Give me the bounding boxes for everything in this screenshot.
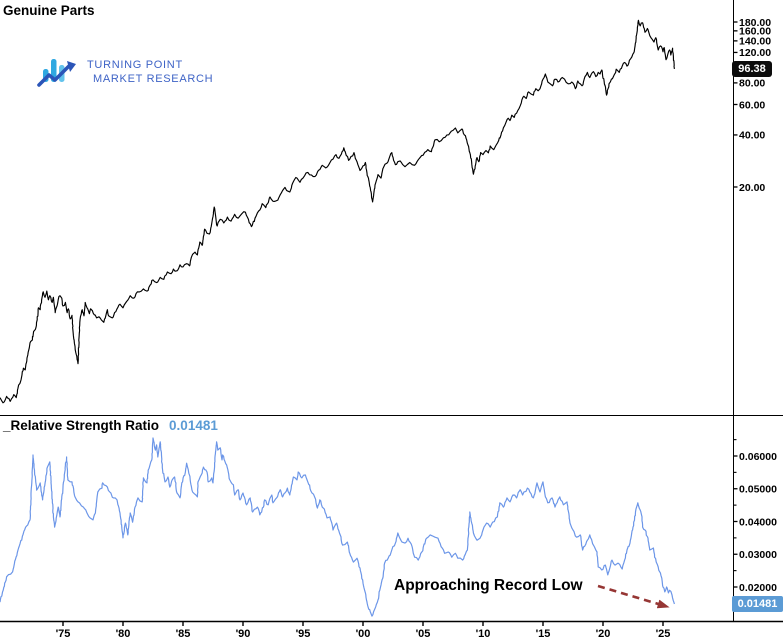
ratio-current-value: 0.01481 [169,418,218,433]
ratio-y-tick-label: 0.03000 [739,549,777,561]
ratio-y-tick-label: 0.05000 [739,484,777,496]
last-price-badge: 96.38 [732,61,772,77]
price-y-tick-label: 140.00 [739,36,771,48]
price-y-tick-label: 40.00 [739,130,765,142]
x-axis: '75 '80 '85 '90 '95 '00 '05 '10 '15 '20 '25 [56,621,671,639]
bar-chart-arrow-icon [37,59,76,87]
x-tick-label: '20 [596,628,611,639]
x-tick-label: '75 [56,628,71,639]
x-tick-label: '25 [656,628,671,639]
brand-name-line2: MARKET RESEARCH [93,73,214,85]
price-y-axis: 180.00160.00140.00120.00100.0080.0060.00… [733,17,771,194]
ratio-y-axis: 0.06000 0.05000 0.04000 0.03000 0.02000 [733,439,777,604]
ratio-y-tick-label: 0.02000 [739,582,777,594]
price-y-tick-label: 60.00 [739,99,765,111]
price-y-tick-label: 80.00 [739,78,765,90]
ratio-series-line [0,437,675,617]
price-series-line [0,19,675,404]
x-tick-label: '95 [296,628,311,639]
record-low-arrow [597,584,670,609]
price-y-tick-label: 20.00 [739,182,765,194]
brand-logo: TURNING POINT MARKET RESEARCH [36,52,213,92]
brand-name-line1: TURNING POINT [87,59,183,71]
x-tick-label: '05 [416,628,431,639]
ratio-y-tick-label: 0.04000 [739,516,777,528]
page-title: Genuine Parts [3,3,95,18]
ratio-title-text: _Relative Strength Ratio [3,418,160,433]
ratio-value-badge: 0.01481 [732,596,783,612]
ratio-panel-title: _Relative Strength Ratio 0.01481 [3,418,218,433]
x-tick-label: '90 [236,628,251,639]
brand-name: TURNING POINT MARKET RESEARCH [87,58,213,86]
x-tick-label: '85 [176,628,191,639]
record-low-annotation: Approaching Record Low [394,577,583,594]
x-tick-label: '10 [476,628,491,639]
price-y-tick-label: 120.00 [739,47,771,59]
x-tick-label: '00 [356,628,371,639]
price-y-tick-label: 180.00 [739,17,771,29]
ratio-y-tick-label: 0.06000 [739,451,777,463]
x-tick-label: '80 [116,628,131,639]
price-y-tick-label: 160.00 [739,26,771,38]
x-tick-label: '15 [536,628,551,639]
